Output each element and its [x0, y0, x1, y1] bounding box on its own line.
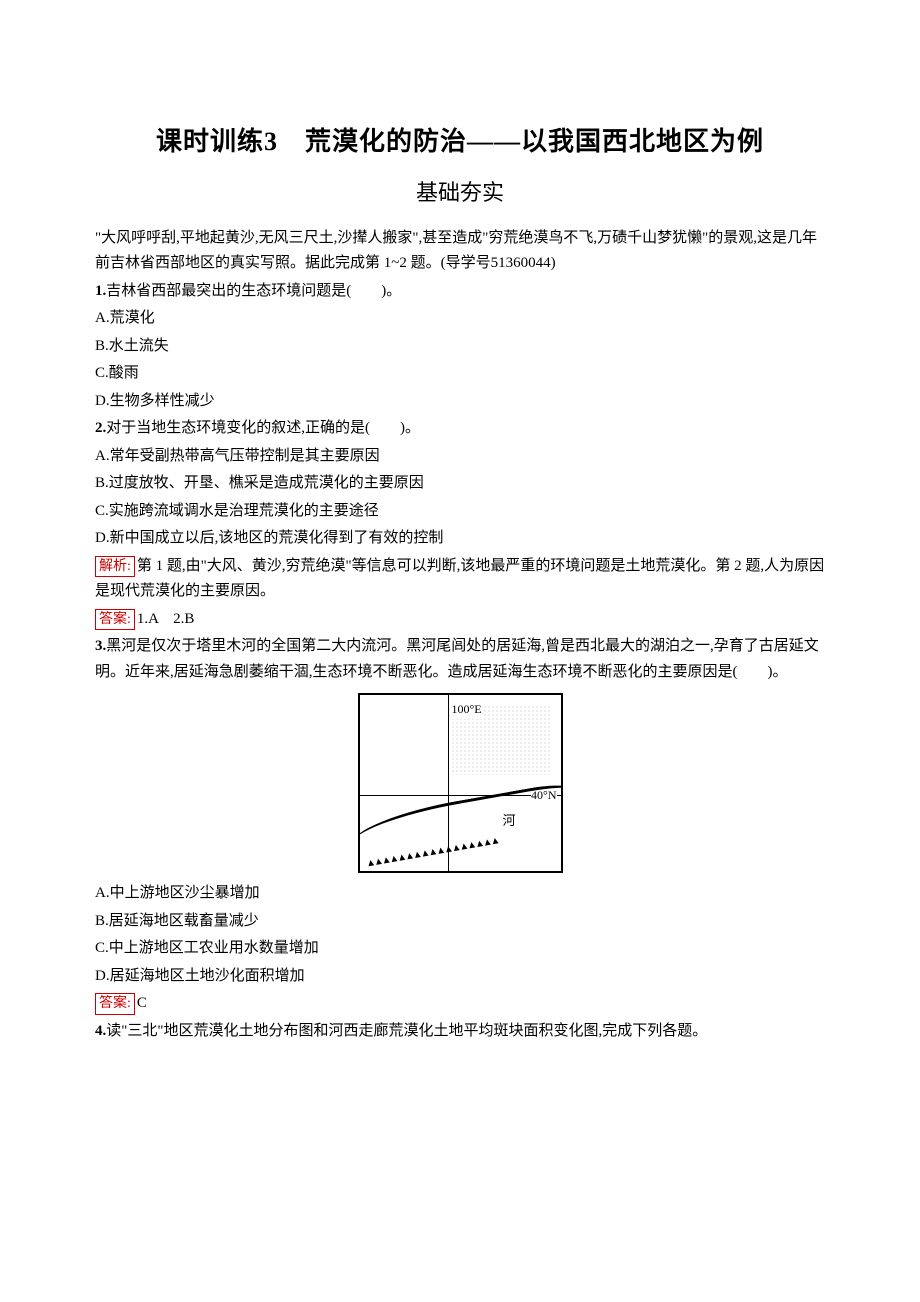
option-a: A.中上游地区沙尘暴增加	[95, 881, 825, 907]
map-river-label: 河	[502, 810, 515, 832]
question-number: 2.	[95, 420, 106, 436]
page-title: 课时训练3 荒漠化的防治——以我国西北地区为例	[95, 120, 825, 164]
question-number: 4.	[95, 1023, 106, 1039]
option-b: B.过度放牧、开垦、樵采是造成荒漠化的主要原因	[95, 471, 825, 497]
question-1-stem: 1.吉林省西部最突出的生态环境问题是( )。	[95, 279, 825, 305]
question-text: 对于当地生态环境变化的叙述,正确的是( )。	[106, 420, 420, 436]
map-figure: 100°E 40°N 河 ▲▲▲▲▲▲▲▲▲▲▲▲▲▲▲▲▲	[358, 693, 563, 873]
intro-paragraph: "大风呼呼刮,平地起黄沙,无风三尺土,沙撵人搬家",甚至造成"穷荒绝漠鸟不飞,万…	[95, 226, 825, 277]
option-d: D.新中国成立以后,该地区的荒漠化得到了有效的控制	[95, 526, 825, 552]
analysis-block: 解析:第 1 题,由"大风、黄沙,穷荒绝漠"等信息可以判断,该地最严重的环境问题…	[95, 554, 825, 605]
question-number: 3.	[95, 638, 106, 654]
question-4-stem: 4.读"三北"地区荒漠化土地分布图和河西走廊荒漠化土地平均斑块面积变化图,完成下…	[95, 1019, 825, 1045]
option-b: B.水土流失	[95, 334, 825, 360]
question-number: 1.	[95, 283, 106, 299]
answer-label: 答案:	[95, 609, 135, 631]
answer-text: 1.A 2.B	[137, 611, 195, 627]
option-b: B.居延海地区载畜量减少	[95, 909, 825, 935]
option-d: D.居延海地区土地沙化面积增加	[95, 964, 825, 990]
question-text: 黑河是仅次于塔里木河的全国第二大内流河。黑河尾闾处的居延海,曾是西北最大的湖泊之…	[95, 638, 819, 680]
answer-block: 答案:1.A 2.B	[95, 607, 825, 633]
answer-label: 答案:	[95, 993, 135, 1015]
option-c: C.实施跨流域调水是治理荒漠化的主要途径	[95, 499, 825, 525]
question-text: 读"三北"地区荒漠化土地分布图和河西走廊荒漠化土地平均斑块面积变化图,完成下列各…	[106, 1023, 707, 1039]
option-a: A.荒漠化	[95, 306, 825, 332]
option-c: C.中上游地区工农业用水数量增加	[95, 936, 825, 962]
option-a: A.常年受副热带高气压带控制是其主要原因	[95, 444, 825, 470]
analysis-text: 第 1 题,由"大风、黄沙,穷荒绝漠"等信息可以判断,该地最严重的环境问题是土地…	[95, 558, 824, 600]
section-subtitle: 基础夯实	[95, 174, 825, 211]
map-longitude-label: 100°E	[452, 699, 482, 719]
answer-block: 答案:C	[95, 991, 825, 1017]
answer-text: C	[137, 995, 147, 1011]
question-text: 吉林省西部最突出的生态环境问题是( )。	[106, 283, 401, 299]
question-2-stem: 2.对于当地生态环境变化的叙述,正确的是( )。	[95, 416, 825, 442]
option-d: D.生物多样性减少	[95, 389, 825, 415]
analysis-label: 解析:	[95, 556, 135, 578]
option-c: C.酸雨	[95, 361, 825, 387]
question-3-stem: 3.黑河是仅次于塔里木河的全国第二大内流河。黑河尾闾处的居延海,曾是西北最大的湖…	[95, 634, 825, 685]
